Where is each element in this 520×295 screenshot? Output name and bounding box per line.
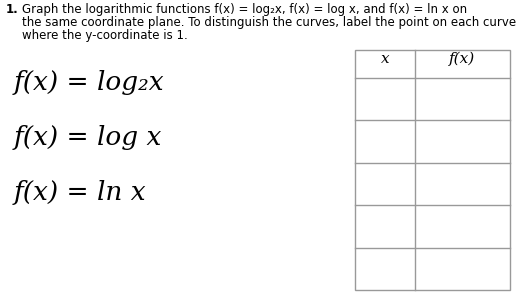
Text: f(x) = log x: f(x) = log x <box>14 125 162 150</box>
Text: f(x): f(x) <box>449 52 476 66</box>
Text: f(x) = ln x: f(x) = ln x <box>14 180 147 205</box>
Text: the same coordinate plane. To distinguish the curves, label the point on each cu: the same coordinate plane. To distinguis… <box>22 16 516 29</box>
Text: x: x <box>381 52 389 66</box>
Text: where the y-coordinate is 1.: where the y-coordinate is 1. <box>22 29 188 42</box>
Bar <box>355 50 510 290</box>
Text: f(x) = log₂x: f(x) = log₂x <box>14 70 165 95</box>
Text: 1.: 1. <box>6 3 19 16</box>
Text: Graph the logarithmic functions f(x) = log₂x, f(x) = log x, and f(x) = ln x on: Graph the logarithmic functions f(x) = l… <box>22 3 467 16</box>
